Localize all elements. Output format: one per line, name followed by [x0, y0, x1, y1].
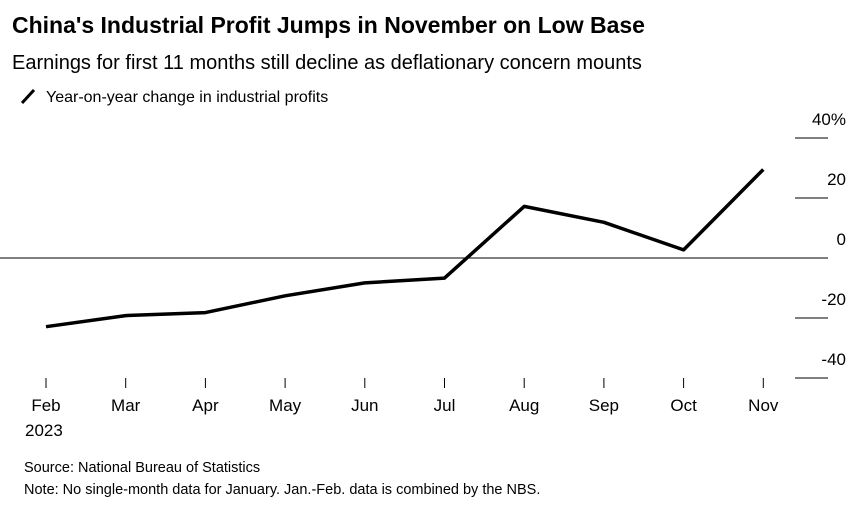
x-year-label: 2023 — [25, 421, 63, 440]
x-tick-label: Nov — [748, 396, 779, 415]
y-tick-label: 0 — [837, 230, 846, 249]
x-tick-label: Oct — [670, 396, 697, 415]
y-tick-label: 40% — [812, 110, 846, 129]
line — [45, 168, 765, 329]
legend-swatch — [20, 88, 36, 105]
x-tick-label: Sep — [589, 396, 619, 415]
x-tick-label: Feb — [31, 396, 60, 415]
x-tick-label: Mar — [111, 396, 141, 415]
legend-label: Year-on-year change in industrial profit… — [46, 89, 328, 106]
x-tick-label: Aug — [509, 396, 539, 415]
chart-subtitle: Earnings for first 11 months still decli… — [12, 52, 642, 74]
source: Source: National Bureau of Statistics — [24, 460, 260, 476]
chart-title: China's Industrial Profit Jumps in Novem… — [12, 12, 645, 38]
y-tick-label: 20 — [827, 170, 846, 189]
x-tick-label: Jul — [434, 396, 456, 415]
y-tick-label: -40 — [821, 350, 846, 369]
note: Note: No single-month data for January. … — [24, 482, 540, 498]
y-tick-label: -20 — [821, 290, 846, 309]
x-tick-label: Apr — [192, 396, 219, 415]
x-tick-label: Jun — [351, 396, 378, 415]
x-tick-label: May — [269, 396, 302, 415]
